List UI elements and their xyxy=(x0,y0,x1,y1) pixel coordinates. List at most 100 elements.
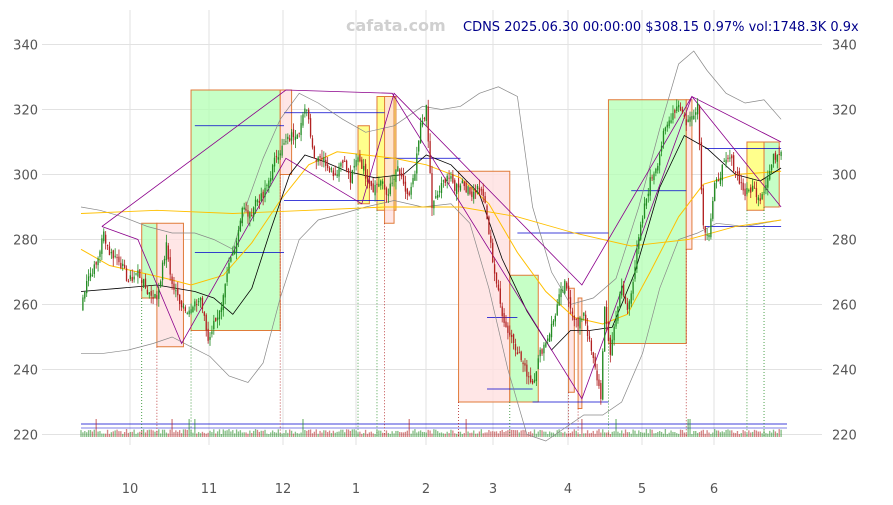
candle-body xyxy=(353,165,355,168)
volume-bar xyxy=(670,430,672,437)
candle-body xyxy=(537,358,539,370)
candle-body xyxy=(416,153,418,174)
volume-bar xyxy=(363,433,365,437)
volume-bar xyxy=(270,432,272,437)
volume-bar xyxy=(691,433,693,437)
y-tick-label-left: 260 xyxy=(13,299,38,314)
candle-body xyxy=(433,200,435,209)
candle-body xyxy=(205,314,207,331)
volume-bar xyxy=(264,429,266,437)
volume-bar xyxy=(537,431,539,437)
candle-body xyxy=(442,180,445,182)
volume-bar xyxy=(507,430,509,437)
candle-body xyxy=(583,312,585,316)
candle-body xyxy=(144,278,147,289)
volume-bar xyxy=(258,431,261,437)
volume-bar xyxy=(93,429,95,437)
candle-body xyxy=(585,314,587,324)
volume-bar xyxy=(142,429,145,437)
volume-bar xyxy=(95,419,97,437)
candle-body xyxy=(296,134,298,139)
volume-bar xyxy=(520,430,522,437)
volume-bar xyxy=(729,430,731,437)
y-tick-label-left: 220 xyxy=(13,429,38,444)
candle-body xyxy=(621,285,623,296)
volume-bar xyxy=(566,433,568,437)
moving-averages xyxy=(80,134,782,351)
candle-body xyxy=(334,173,336,176)
candle-body xyxy=(99,251,101,257)
candle-body xyxy=(459,185,462,191)
candle-body xyxy=(560,289,562,298)
candle-body xyxy=(395,169,397,182)
candle-body xyxy=(133,276,135,280)
volume-bar xyxy=(370,431,372,437)
candle-body xyxy=(251,215,253,217)
candle-body xyxy=(184,307,187,312)
candle-body xyxy=(105,234,107,244)
candle-body xyxy=(281,145,283,156)
candle-body xyxy=(484,196,486,204)
candle-body xyxy=(598,379,600,387)
candle-body xyxy=(456,184,458,195)
candle-body xyxy=(683,114,686,117)
candle-body xyxy=(685,119,687,126)
candle-body xyxy=(727,157,729,159)
volume-bar xyxy=(211,432,213,437)
candle-body xyxy=(120,262,122,268)
volume-bar xyxy=(89,430,92,437)
volume-bar xyxy=(188,419,190,437)
candle-body xyxy=(364,163,367,179)
range-box xyxy=(279,89,293,175)
volume-bar xyxy=(218,429,221,437)
candle-body xyxy=(715,178,718,183)
volume-bar xyxy=(416,432,418,437)
candle-body xyxy=(619,293,621,307)
candle-body xyxy=(290,132,293,141)
candle-body xyxy=(666,124,668,128)
candle-body xyxy=(622,284,625,296)
volume-bar xyxy=(103,433,105,437)
volume-bar xyxy=(547,433,549,437)
candle-body xyxy=(677,104,680,108)
volume-bar xyxy=(387,432,390,437)
volume-bar xyxy=(190,430,192,437)
ma-short-line xyxy=(80,134,782,351)
candle-body xyxy=(780,151,782,157)
volume-bar xyxy=(391,431,393,437)
volume-bar xyxy=(120,431,122,437)
volume-bar xyxy=(463,433,465,437)
volume-bar xyxy=(452,430,454,437)
candle-body xyxy=(514,343,517,351)
volume-bar xyxy=(199,433,202,437)
candle-body xyxy=(287,136,289,140)
volume-bar xyxy=(731,430,733,437)
volume-bar xyxy=(315,429,317,437)
candle-body xyxy=(613,326,615,341)
volume-bar xyxy=(660,431,663,437)
candle-body xyxy=(499,288,501,304)
volume-bar xyxy=(727,429,729,437)
volume-bar xyxy=(135,433,137,437)
y-tick-label-left: 340 xyxy=(13,39,38,54)
candle-body xyxy=(759,198,761,201)
candle-body xyxy=(653,173,655,181)
candle-body xyxy=(129,275,131,280)
volume-bar xyxy=(209,430,211,437)
ma-200-line xyxy=(80,206,782,247)
y-tick-label-right: 320 xyxy=(832,104,857,119)
volume-bar xyxy=(207,432,209,437)
candle-body xyxy=(95,262,97,265)
candle-body xyxy=(372,183,374,193)
volume-bar xyxy=(647,433,649,437)
volume-bar xyxy=(679,429,682,437)
candle-body xyxy=(566,282,568,289)
volume-bar xyxy=(213,429,215,437)
volume-bar xyxy=(197,431,200,437)
candle-body xyxy=(402,173,405,184)
volume-bar xyxy=(715,430,718,437)
zigzag-lines xyxy=(101,89,782,400)
candle-body xyxy=(626,303,629,310)
candle-body xyxy=(638,237,640,250)
candle-body xyxy=(315,160,317,162)
